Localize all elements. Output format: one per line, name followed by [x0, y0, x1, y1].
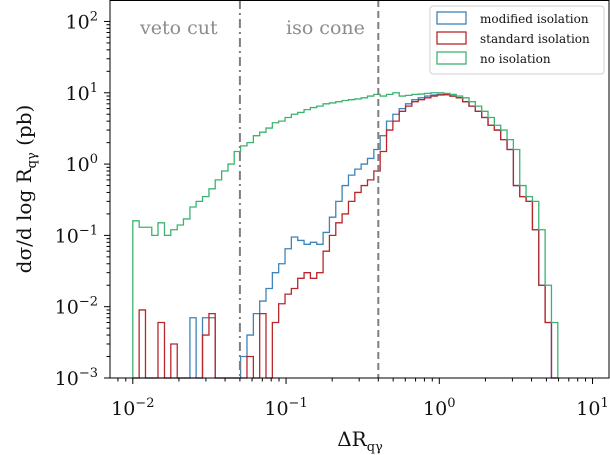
- legend-swatch: [436, 31, 467, 45]
- y-tick-label: 101: [66, 81, 98, 105]
- x-tick-label: 101: [576, 396, 608, 420]
- series-layer: [132, 92, 559, 379]
- y-tick-label: 10−1: [55, 223, 98, 247]
- y-axis-label: dσ/d log Rqγ (pb): [12, 105, 40, 274]
- legend-box: [429, 5, 605, 75]
- series-modified-isolation: [132, 93, 558, 379]
- series-no-isolation: [132, 92, 559, 378]
- x-tick-label: 100: [423, 396, 455, 420]
- x-axis-label: ΔRqγ: [337, 427, 383, 455]
- series-standard-isolation: [132, 94, 558, 379]
- legend: modified isolation standard isolation no i…: [429, 5, 605, 75]
- y-tick-label: 100: [66, 152, 98, 176]
- y-tick-label: 102: [66, 9, 98, 33]
- axes: 10−2 10−1 100 101 10−3 10−2 10−1 100 101 102 ΔRqγ d…: [12, 9, 609, 455]
- legend-label: no isolation: [480, 52, 551, 66]
- reference-lines: [238, 0, 380, 378]
- annotation-veto-cut: veto cut: [139, 17, 218, 39]
- legend-swatch: [436, 11, 467, 25]
- legend-label: standard isolation: [480, 32, 590, 46]
- y-tick-label: 10−2: [55, 295, 98, 319]
- annotation-iso-cone: iso cone: [286, 17, 365, 39]
- y-tick-label: 10−3: [55, 366, 98, 390]
- x-tick-label: 10−1: [264, 396, 307, 420]
- annotations: veto cut iso cone: [139, 17, 365, 39]
- legend-swatch: [436, 51, 467, 65]
- legend-label: modified isolation: [480, 12, 589, 26]
- x-tick-label: 10−2: [111, 396, 154, 420]
